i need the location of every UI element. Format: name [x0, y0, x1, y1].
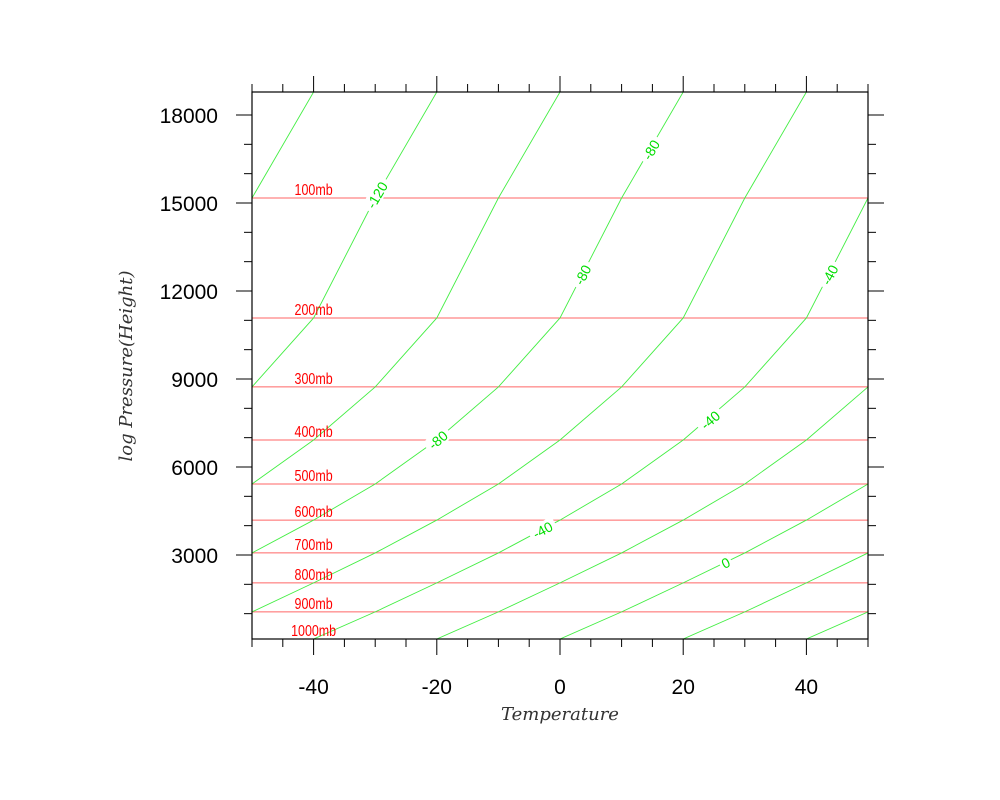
- x-tick-label: 0: [554, 676, 566, 699]
- pressure-lines: [252, 197, 868, 639]
- skew-line: [930, 92, 1000, 639]
- x-tick-label: 20: [672, 676, 695, 699]
- skew-line: [252, 92, 438, 388]
- skew-line: [252, 92, 314, 199]
- line-label-bg: [361, 175, 393, 215]
- line-label-bg: [716, 553, 735, 572]
- line-label-bg: [637, 133, 665, 166]
- pressure-labels: 100mb 200mb 300mb 400mb 500mb 600mb 700mb 800mb…: [291, 182, 336, 641]
- pressure-label: 300mb: [295, 371, 333, 389]
- line-label: 0: [716, 553, 735, 572]
- skew-line: [683, 552, 868, 639]
- skew-line: [0, 92, 190, 639]
- y-tick-label: 3000: [171, 545, 218, 568]
- skew-lines: [0, 92, 1000, 639]
- skew-line: [559, 483, 868, 639]
- y-tick-label: 12000: [160, 281, 218, 304]
- x-tick-label: -20: [422, 676, 452, 699]
- pressure-label: 1000mb: [291, 623, 336, 641]
- line-label-bg: [816, 258, 843, 291]
- pressure-label: 200mb: [295, 302, 333, 320]
- skew-line: [252, 92, 684, 554]
- x-axis-title: Temperature: [501, 704, 619, 725]
- y-axis-title: log Pressure(Height): [116, 270, 137, 461]
- x-tick-label: -40: [298, 676, 328, 699]
- y-tick-label: 9000: [171, 369, 218, 392]
- skew-line: [806, 611, 868, 639]
- line-label: -120: [361, 175, 393, 215]
- line-label-bg: [569, 258, 596, 291]
- line-labels: -120-80-80 -40-40-80-400: [361, 133, 843, 572]
- line-label: -40: [694, 404, 726, 435]
- y-tick-label: 6000: [171, 457, 218, 480]
- pressure-label: 100mb: [295, 182, 333, 200]
- axis-ticks: -40 -20 0 20 40 3000 6000 9000 12000 15000 18000: [160, 76, 884, 699]
- line-label: -80: [637, 133, 665, 166]
- line-label: -80: [569, 258, 596, 291]
- line-label-bg: [526, 516, 559, 543]
- skew-line: [252, 92, 807, 613]
- y-tick-label: 18000: [160, 105, 218, 128]
- pressure-label: 500mb: [295, 468, 333, 486]
- line-label-bg: [694, 404, 726, 435]
- pressure-label: 400mb: [295, 424, 333, 442]
- skew-line: [252, 92, 561, 485]
- y-tick-label: 15000: [160, 193, 218, 216]
- plot-frame: [251, 91, 869, 640]
- x-tick-label: 40: [795, 676, 818, 699]
- pressure-label: 600mb: [295, 504, 333, 522]
- skew-line: [313, 197, 868, 639]
- skew-line: [436, 386, 868, 639]
- pressure-label: 800mb: [295, 566, 333, 584]
- line-label: -40: [816, 258, 843, 291]
- line-label-bg: [422, 424, 454, 455]
- pressure-label: 700mb: [295, 537, 333, 555]
- pressure-label: 900mb: [295, 596, 333, 614]
